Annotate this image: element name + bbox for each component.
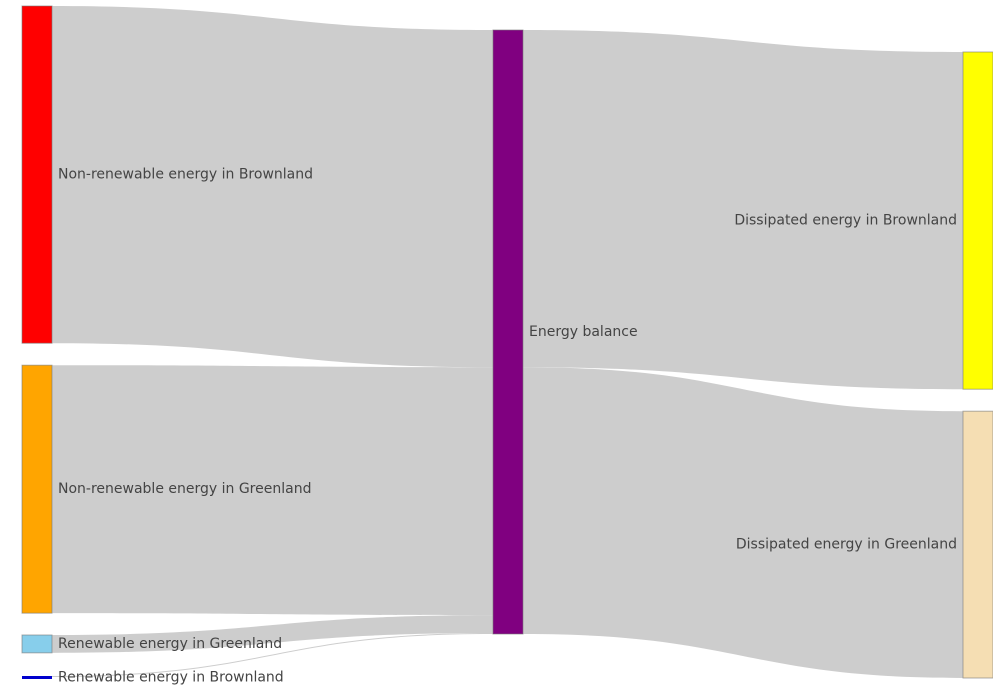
sankey-node-diss_green[interactable]	[962, 410, 993, 679]
sankey-node-nonrenew_green[interactable]	[21, 364, 53, 614]
sankey-node-label-nonrenew_green: Non-renewable energy in Greenland	[58, 481, 311, 497]
sankey-link-nonrenew_brown-to-balance[interactable]	[52, 6, 493, 368]
sankey-node-label-diss_brown: Dissipated energy in Brownland	[734, 213, 957, 229]
sankey-links	[52, 6, 963, 678]
sankey-node-balance[interactable]	[492, 29, 524, 635]
sankey-labels: Non-renewable energy in Brownland Non-ren…	[58, 167, 957, 686]
sankey-link-nonrenew_green-to-balance[interactable]	[52, 365, 493, 616]
sankey-node-label-nonrenew_brown: Non-renewable energy in Brownland	[58, 167, 313, 183]
sankey-node-renew_green[interactable]	[21, 634, 53, 654]
sankey-node-nonrenew_brown[interactable]	[21, 5, 53, 344]
sankey-node-label-diss_green: Dissipated energy in Greenland	[736, 537, 957, 553]
sankey-link-renew_brown-to-balance[interactable]	[52, 633, 493, 677]
sankey-link-balance-to-diss_brown[interactable]	[523, 30, 963, 390]
sankey-nodes	[21, 5, 993, 679]
sankey-node-renew_brown[interactable]	[22, 676, 52, 679]
sankey-node-diss_brown[interactable]	[962, 51, 993, 390]
sankey-node-label-renew_green: Renewable energy in Greenland	[58, 636, 282, 652]
sankey-node-label-balance: Energy balance	[529, 324, 638, 340]
sankey-link-renew_green-to-balance[interactable]	[52, 615, 493, 653]
sankey-node-label-renew_brown: Renewable energy in Brownland	[58, 670, 284, 686]
sankey-link-balance-to-diss_green[interactable]	[523, 367, 963, 678]
